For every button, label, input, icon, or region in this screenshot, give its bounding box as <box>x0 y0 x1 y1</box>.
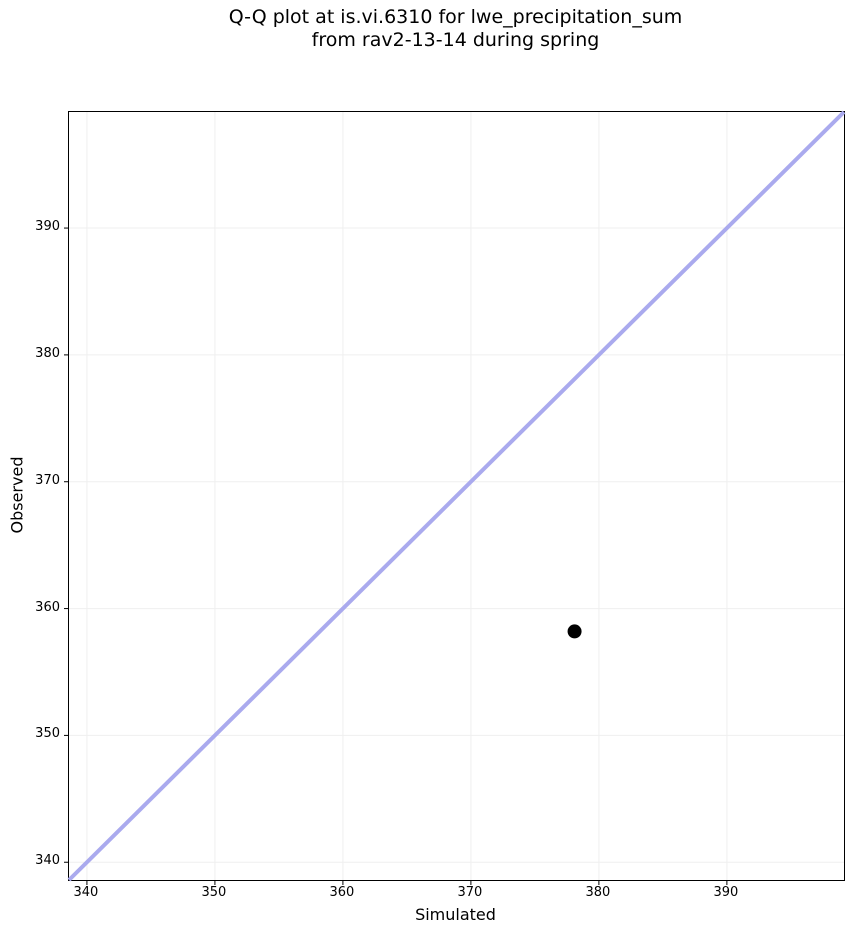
x-tick-label: 380 <box>585 885 611 900</box>
x-tick-label: 350 <box>201 885 227 900</box>
x-tick-label: 340 <box>73 885 99 900</box>
identity-reference-line <box>67 110 846 882</box>
chart-title-line-2: from rav2-13-14 during spring <box>311 29 600 51</box>
x-axis-label: Simulated <box>415 905 496 924</box>
x-tick-label: 360 <box>329 885 355 900</box>
chart-title-line-1: Q-Q plot at is.vi.6310 for lwe_precipita… <box>228 6 683 28</box>
chart-title: Q-Q plot at is.vi.6310 for lwe_precipita… <box>68 6 843 52</box>
x-tick-label: 390 <box>713 885 739 900</box>
y-tick-label: 390 <box>35 219 60 235</box>
y-tick-label: 370 <box>35 472 60 488</box>
plot-canvas <box>64 110 846 885</box>
y-axis-label: Observed <box>7 456 27 534</box>
y-tick-label: 340 <box>35 853 60 869</box>
x-tick-label: 370 <box>457 885 483 900</box>
data-point <box>567 624 582 639</box>
y-tick-label: 350 <box>35 726 60 742</box>
y-tick-label: 380 <box>35 345 60 361</box>
plot-area <box>64 110 846 885</box>
y-tick-label: 360 <box>35 599 60 615</box>
